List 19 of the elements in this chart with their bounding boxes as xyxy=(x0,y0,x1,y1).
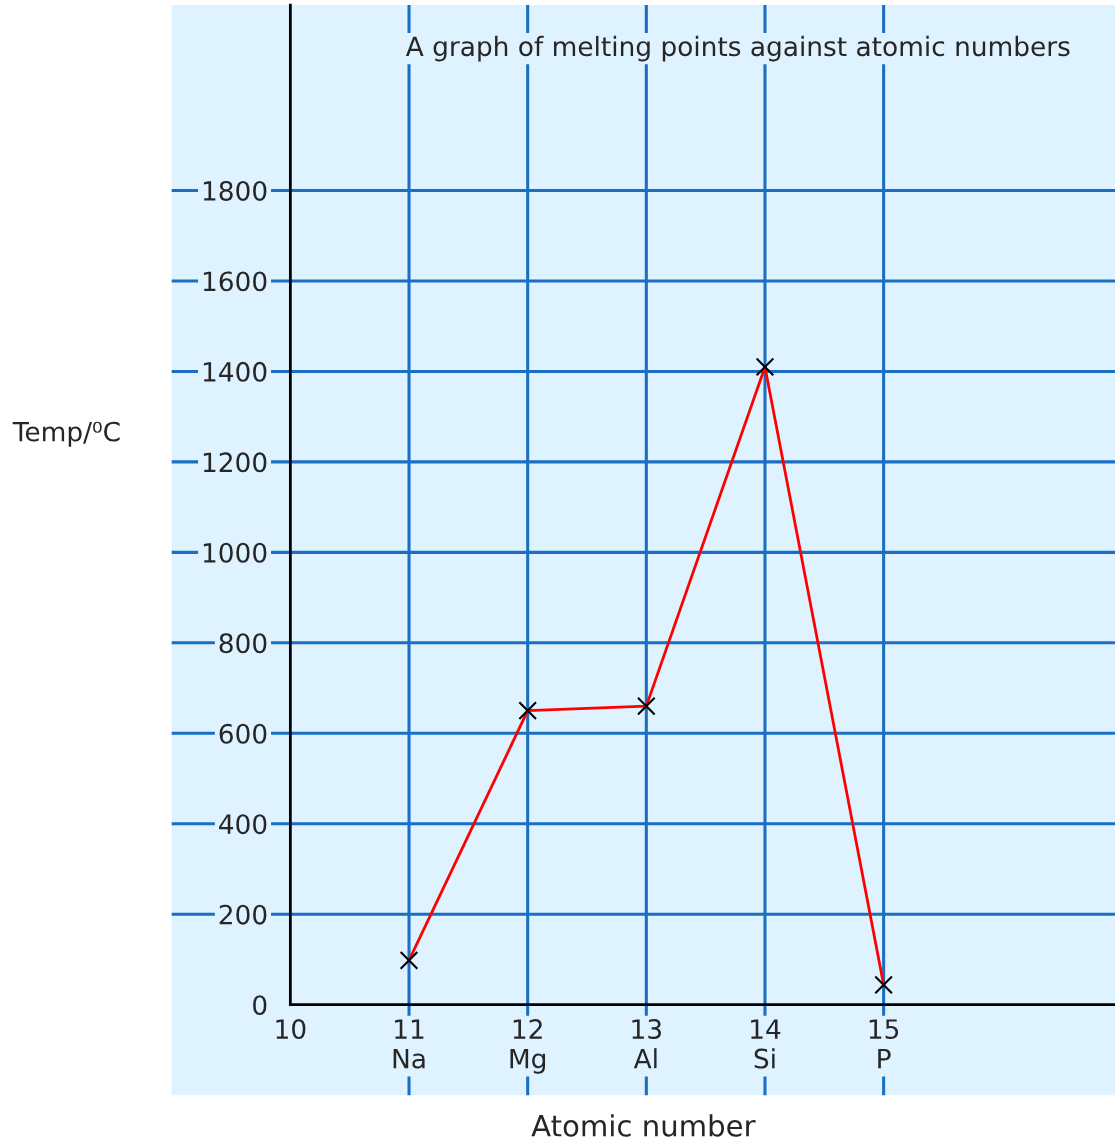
y-tick-label: 0 xyxy=(253,995,267,1016)
y-axis-title: Temp/⁰C xyxy=(12,421,120,447)
y-tick-label: 800 xyxy=(219,633,267,654)
y-tick-label: 600 xyxy=(219,723,267,744)
y-tick-label: 1400 xyxy=(203,361,267,382)
y-tick-label: 1000 xyxy=(203,542,267,563)
x-tick-label: 12 Mg xyxy=(510,1019,546,1074)
y-tick-label: 1800 xyxy=(203,180,267,201)
x-tick-label: 11 Na xyxy=(393,1019,425,1069)
x-tick-label: 13 Al xyxy=(632,1019,661,1069)
text: A graph of melting points against atomic numbers xyxy=(405,35,1070,62)
y-tick-label: 1600 xyxy=(203,271,267,292)
y-tick-label: 400 xyxy=(219,814,267,835)
x-tick-label: 15 P xyxy=(869,1019,899,1069)
y-tick-label: 1200 xyxy=(203,452,267,473)
x-tick-label: 10 xyxy=(276,1019,306,1040)
x-tick-label: 14 Si xyxy=(751,1019,781,1069)
x-axis-title: Atomic number xyxy=(531,1114,756,1137)
y-tick-label: 200 xyxy=(219,904,267,925)
